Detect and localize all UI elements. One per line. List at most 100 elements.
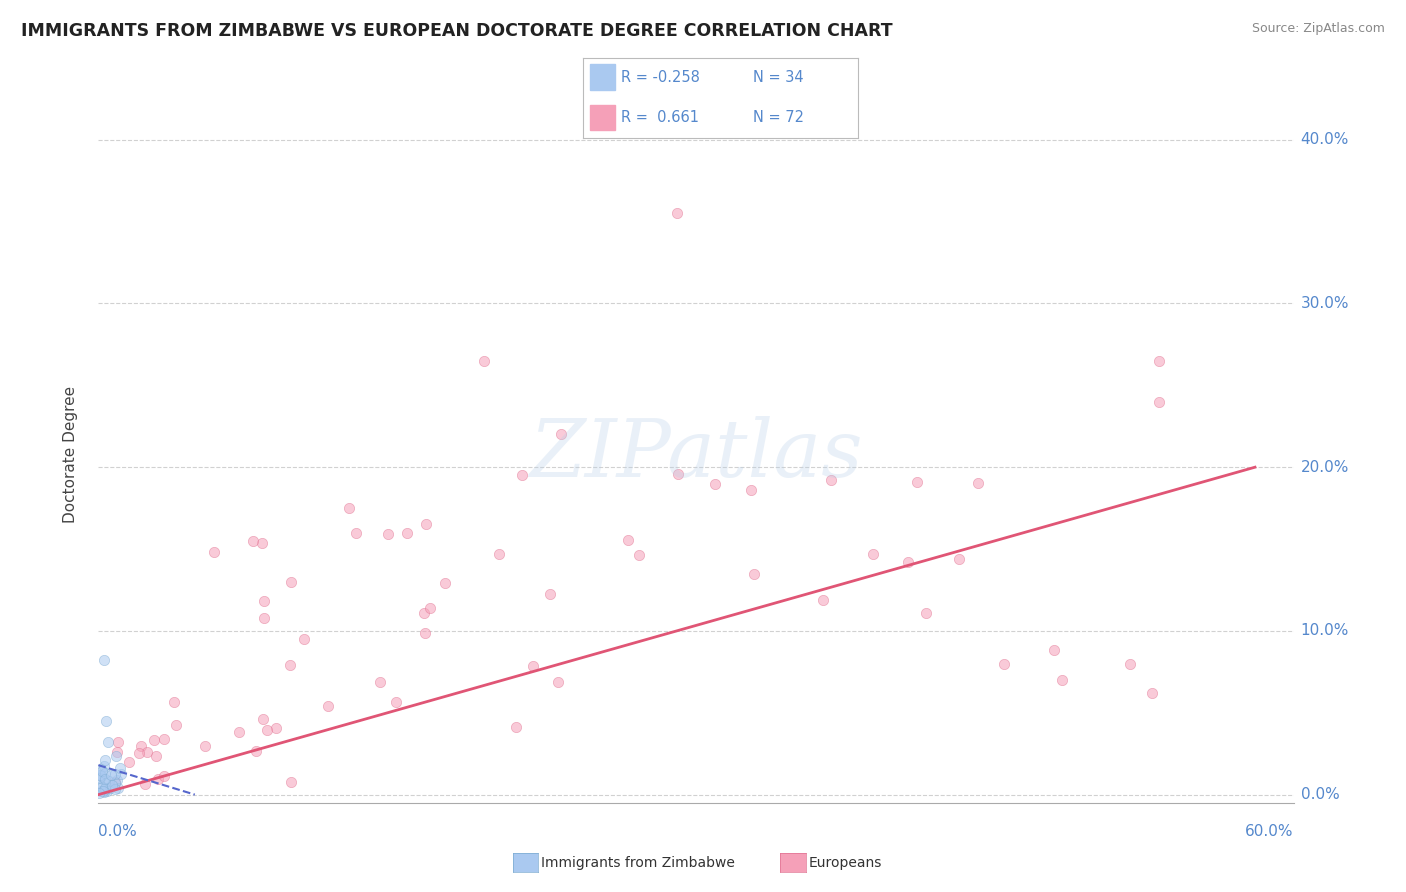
Text: Source: ZipAtlas.com: Source: ZipAtlas.com: [1251, 22, 1385, 36]
Point: [93, 758, 115, 772]
Point: [98, 781, 121, 796]
Point: [153, 770, 176, 784]
Text: 60.0%: 60.0%: [1246, 824, 1294, 838]
Point: [104, 775, 127, 789]
Point: [90, 764, 112, 778]
Point: [93, 773, 115, 788]
Point: [993, 657, 1015, 671]
Point: [550, 427, 572, 442]
Point: [250, 535, 273, 549]
Point: [742, 566, 765, 581]
Point: [915, 606, 938, 620]
Point: [419, 601, 441, 615]
Point: [242, 533, 264, 548]
Point: [100, 768, 122, 782]
Point: [100, 778, 122, 792]
Point: [1147, 353, 1170, 368]
Point: [811, 592, 834, 607]
Point: [117, 755, 139, 769]
Point: [820, 473, 842, 487]
Text: Immigrants from Zimbabwe: Immigrants from Zimbabwe: [541, 856, 735, 871]
Point: [905, 475, 928, 489]
Point: [91, 784, 114, 798]
Point: [665, 206, 688, 220]
Point: [415, 517, 437, 532]
Text: 10.0%: 10.0%: [1301, 624, 1348, 639]
Point: [153, 732, 176, 747]
Point: [148, 772, 170, 787]
Point: [897, 555, 920, 569]
Point: [368, 675, 391, 690]
Point: [245, 743, 267, 757]
Point: [522, 659, 544, 673]
Point: [93, 785, 115, 799]
Point: [412, 606, 434, 620]
Point: [228, 724, 250, 739]
Text: N = 72: N = 72: [754, 110, 804, 125]
Point: [87, 786, 110, 800]
Point: [377, 526, 399, 541]
Point: [194, 739, 217, 754]
Point: [256, 723, 278, 737]
Point: [128, 746, 150, 760]
Point: [107, 780, 129, 795]
Point: [264, 721, 287, 735]
Point: [202, 545, 225, 559]
Text: Europeans: Europeans: [808, 856, 882, 871]
Point: [384, 695, 406, 709]
Point: [145, 748, 167, 763]
Point: [94, 753, 117, 767]
Point: [129, 739, 152, 753]
Point: [105, 745, 128, 759]
Point: [434, 576, 457, 591]
Point: [94, 772, 117, 786]
Text: 0.0%: 0.0%: [98, 824, 138, 838]
Text: R = -0.258: R = -0.258: [620, 70, 699, 85]
Point: [93, 653, 115, 667]
Point: [547, 675, 569, 690]
Point: [104, 775, 127, 789]
Point: [1147, 394, 1170, 409]
Point: [110, 767, 132, 781]
Point: [93, 781, 115, 796]
Text: ZIPatlas: ZIPatlas: [529, 417, 863, 493]
Point: [89, 768, 111, 782]
Point: [967, 475, 990, 490]
Point: [472, 353, 495, 368]
Point: [1050, 673, 1073, 687]
Point: [105, 749, 128, 764]
Point: [90, 779, 112, 793]
Text: 20.0%: 20.0%: [1301, 459, 1348, 475]
Point: [512, 468, 534, 483]
Point: [253, 593, 276, 607]
Point: [413, 626, 436, 640]
Point: [1142, 686, 1164, 700]
Bar: [591, 64, 614, 90]
Point: [93, 781, 115, 796]
Text: 0.0%: 0.0%: [1301, 787, 1340, 802]
Point: [666, 467, 689, 481]
Point: [505, 720, 527, 734]
Point: [280, 775, 302, 789]
Point: [395, 525, 418, 540]
Point: [105, 773, 128, 788]
Point: [538, 587, 561, 601]
Point: [90, 783, 112, 797]
Point: [108, 761, 131, 775]
Point: [165, 718, 187, 732]
Point: [253, 611, 276, 625]
Point: [278, 657, 301, 672]
Point: [104, 767, 127, 781]
Text: 40.0%: 40.0%: [1301, 132, 1348, 147]
Point: [90, 769, 112, 783]
Point: [252, 712, 274, 726]
Text: IMMIGRANTS FROM ZIMBABWE VS EUROPEAN DOCTORATE DEGREE CORRELATION CHART: IMMIGRANTS FROM ZIMBABWE VS EUROPEAN DOC…: [21, 22, 893, 40]
Point: [97, 774, 120, 789]
Point: [135, 745, 157, 759]
Point: [1119, 657, 1142, 672]
Point: [91, 780, 114, 794]
Point: [704, 476, 727, 491]
Point: [617, 533, 640, 548]
Point: [344, 526, 367, 541]
Point: [163, 694, 186, 708]
